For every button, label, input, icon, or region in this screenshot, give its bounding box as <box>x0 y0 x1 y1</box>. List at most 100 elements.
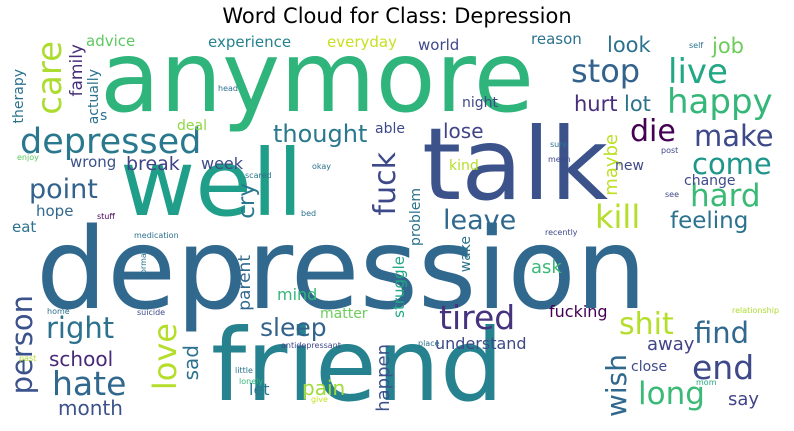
word-fucking: fucking <box>549 302 608 321</box>
word-post: post <box>661 146 679 155</box>
word-ask: ask <box>531 257 562 278</box>
word-past: past <box>19 354 37 363</box>
word-medication: medication <box>134 231 179 240</box>
word-fuck: fuck <box>368 152 403 216</box>
word-s: s <box>100 108 108 124</box>
word-kill: kill <box>595 198 641 236</box>
word-care: care <box>30 41 70 115</box>
word-school: school <box>49 347 114 371</box>
word-self: self <box>689 41 704 50</box>
word-friend: friend <box>211 307 504 421</box>
word-experience: experience <box>208 33 292 51</box>
word-talk: talk <box>422 106 609 223</box>
word-happen: happen <box>373 344 394 412</box>
word-world: world <box>418 36 460 54</box>
word-week: week <box>201 154 244 173</box>
word-live: live <box>668 52 728 92</box>
word-mom: mom <box>696 378 717 387</box>
word-see: see <box>665 190 680 199</box>
word-suicide: suicide <box>137 308 166 317</box>
word-point: point <box>29 174 98 205</box>
word-feeling: feeling <box>670 208 749 234</box>
word-happy: happy <box>667 82 773 122</box>
word-hurt: hurt <box>574 92 618 116</box>
word-leave: leave <box>443 205 517 236</box>
word-recently: recently <box>545 228 578 237</box>
word-pain: pain <box>302 376 346 400</box>
word-cry: cry <box>234 183 260 219</box>
word-sure: sure <box>550 140 568 149</box>
word-sad: sad <box>179 345 203 381</box>
word-understand: understand <box>435 334 527 353</box>
word-job: job <box>712 34 745 58</box>
word-mean: mean <box>548 155 571 164</box>
word-able: able <box>375 121 405 137</box>
word-relationship: relationship <box>732 306 780 315</box>
word-stuff: stuff <box>97 212 115 221</box>
word-enjoy: enjoy <box>17 153 39 162</box>
word-antidepressant: antidepressant <box>281 341 341 350</box>
word-away: away <box>647 334 695 355</box>
word-well: well <box>120 130 303 237</box>
word-find: find <box>694 316 750 350</box>
word-mind: mind <box>277 285 318 304</box>
word-normal: normal <box>139 251 148 280</box>
word-new: new <box>615 158 644 174</box>
word-break: break <box>126 153 180 175</box>
word-okay: okay <box>312 162 332 171</box>
word-hard: hard <box>690 178 761 214</box>
word-struggle: struggle <box>390 256 408 318</box>
word-matter: matter <box>320 306 368 322</box>
word-therapy: therapy <box>11 69 27 124</box>
word-wish: wish <box>600 354 633 418</box>
word-actually: actually <box>86 69 102 125</box>
word-cloud: depression friend anymore talk well depr… <box>9 33 785 421</box>
word-little: little <box>235 366 253 375</box>
word-die: die <box>630 114 676 149</box>
word-thought: thought <box>273 120 368 148</box>
word-let: let <box>249 380 270 399</box>
word-make: make <box>694 119 774 153</box>
word-advice: advice <box>86 33 136 50</box>
word-kind: kind <box>449 158 479 174</box>
word-problem: problem <box>408 188 424 246</box>
word-lose: lose <box>443 119 484 143</box>
word-reason: reason <box>531 33 582 48</box>
word-lonely: lonely <box>239 377 264 386</box>
word-sleep: sleep <box>260 313 327 342</box>
word-change: change <box>684 173 736 189</box>
word-close: close <box>631 359 668 375</box>
word-wrong: wrong <box>70 153 117 171</box>
word-eat: eat <box>12 218 37 236</box>
word-everyday: everyday <box>327 33 397 51</box>
word-anymore: anymore <box>100 33 535 135</box>
word-come: come <box>692 147 772 181</box>
word-place: place <box>418 339 440 348</box>
word-deal: deal <box>177 118 207 134</box>
word-end: end <box>692 348 755 387</box>
word-say: say <box>728 389 760 410</box>
word-give: give <box>311 395 328 404</box>
word-look: look <box>607 33 651 57</box>
word-scared: scared <box>245 171 272 180</box>
word-hope: hope <box>36 202 74 220</box>
word-hate: hate <box>52 364 127 403</box>
word-person: person <box>9 295 39 395</box>
word-long: long <box>638 376 705 412</box>
word-head: head <box>218 84 238 93</box>
word-depression: depression <box>36 205 647 335</box>
word-parent: parent <box>235 255 255 311</box>
word-month: month <box>58 396 123 420</box>
word-stop: stop <box>571 52 641 90</box>
word-home: home <box>47 307 70 316</box>
word-tired: tired <box>439 298 516 337</box>
word-right: right <box>46 311 115 345</box>
word-shit: shit <box>619 307 674 342</box>
word-love: love <box>146 323 184 391</box>
word-depressed: depressed <box>20 122 202 162</box>
word-family: family <box>67 44 87 97</box>
word-bed: bed <box>301 209 317 218</box>
word-wake: wake <box>458 236 474 273</box>
word-lot: lot <box>624 92 651 116</box>
word-night: night <box>462 95 499 111</box>
